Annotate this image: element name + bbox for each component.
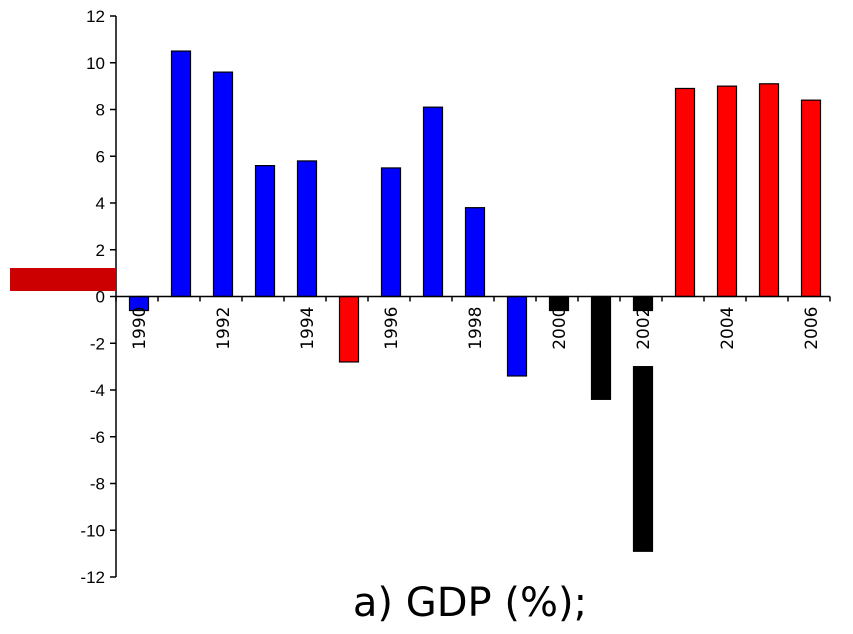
y-tick-label: -2 xyxy=(90,334,105,353)
x-tick-label: 1990 xyxy=(130,307,150,350)
y-tick-label: 2 xyxy=(96,241,105,260)
x-tick-label: 1998 xyxy=(466,307,486,350)
bar-segment xyxy=(632,366,654,552)
chart-caption: a) GDP (%); xyxy=(352,580,588,626)
bar xyxy=(422,106,444,298)
x-tick-label: 1994 xyxy=(298,307,318,350)
bar xyxy=(590,295,612,400)
bar xyxy=(506,295,528,377)
bar xyxy=(380,167,402,298)
bar xyxy=(758,83,780,298)
x-tick-label: 2000 xyxy=(550,307,570,350)
y-tick-label: 8 xyxy=(96,101,105,120)
y-tick-label: 4 xyxy=(96,194,105,213)
x-tick-label: 1996 xyxy=(382,307,402,350)
y-tick-label: 12 xyxy=(86,7,105,26)
y-tick-label: -8 xyxy=(90,475,105,494)
x-tick-label: 2002 xyxy=(634,307,654,350)
bar xyxy=(212,71,234,298)
bar xyxy=(254,165,276,298)
bar xyxy=(170,50,192,298)
y-tick-label: 10 xyxy=(86,54,105,73)
bar xyxy=(464,207,486,298)
y-tick-label: 0 xyxy=(96,288,105,307)
y-tick-label: -12 xyxy=(80,568,105,587)
x-tick-label: 2004 xyxy=(718,307,738,350)
bar xyxy=(674,87,696,298)
y-tick-label: -10 xyxy=(80,521,105,540)
y-tick-label: -4 xyxy=(90,381,105,400)
bar xyxy=(716,85,738,298)
bar xyxy=(338,295,360,363)
bar xyxy=(800,99,822,298)
x-tick-label: 2006 xyxy=(802,307,822,350)
red-marker-bar xyxy=(10,268,116,291)
bar xyxy=(296,160,318,298)
y-tick-label: -6 xyxy=(90,428,105,447)
y-tick-label: 6 xyxy=(96,147,105,166)
x-tick-label: 1992 xyxy=(214,307,234,350)
